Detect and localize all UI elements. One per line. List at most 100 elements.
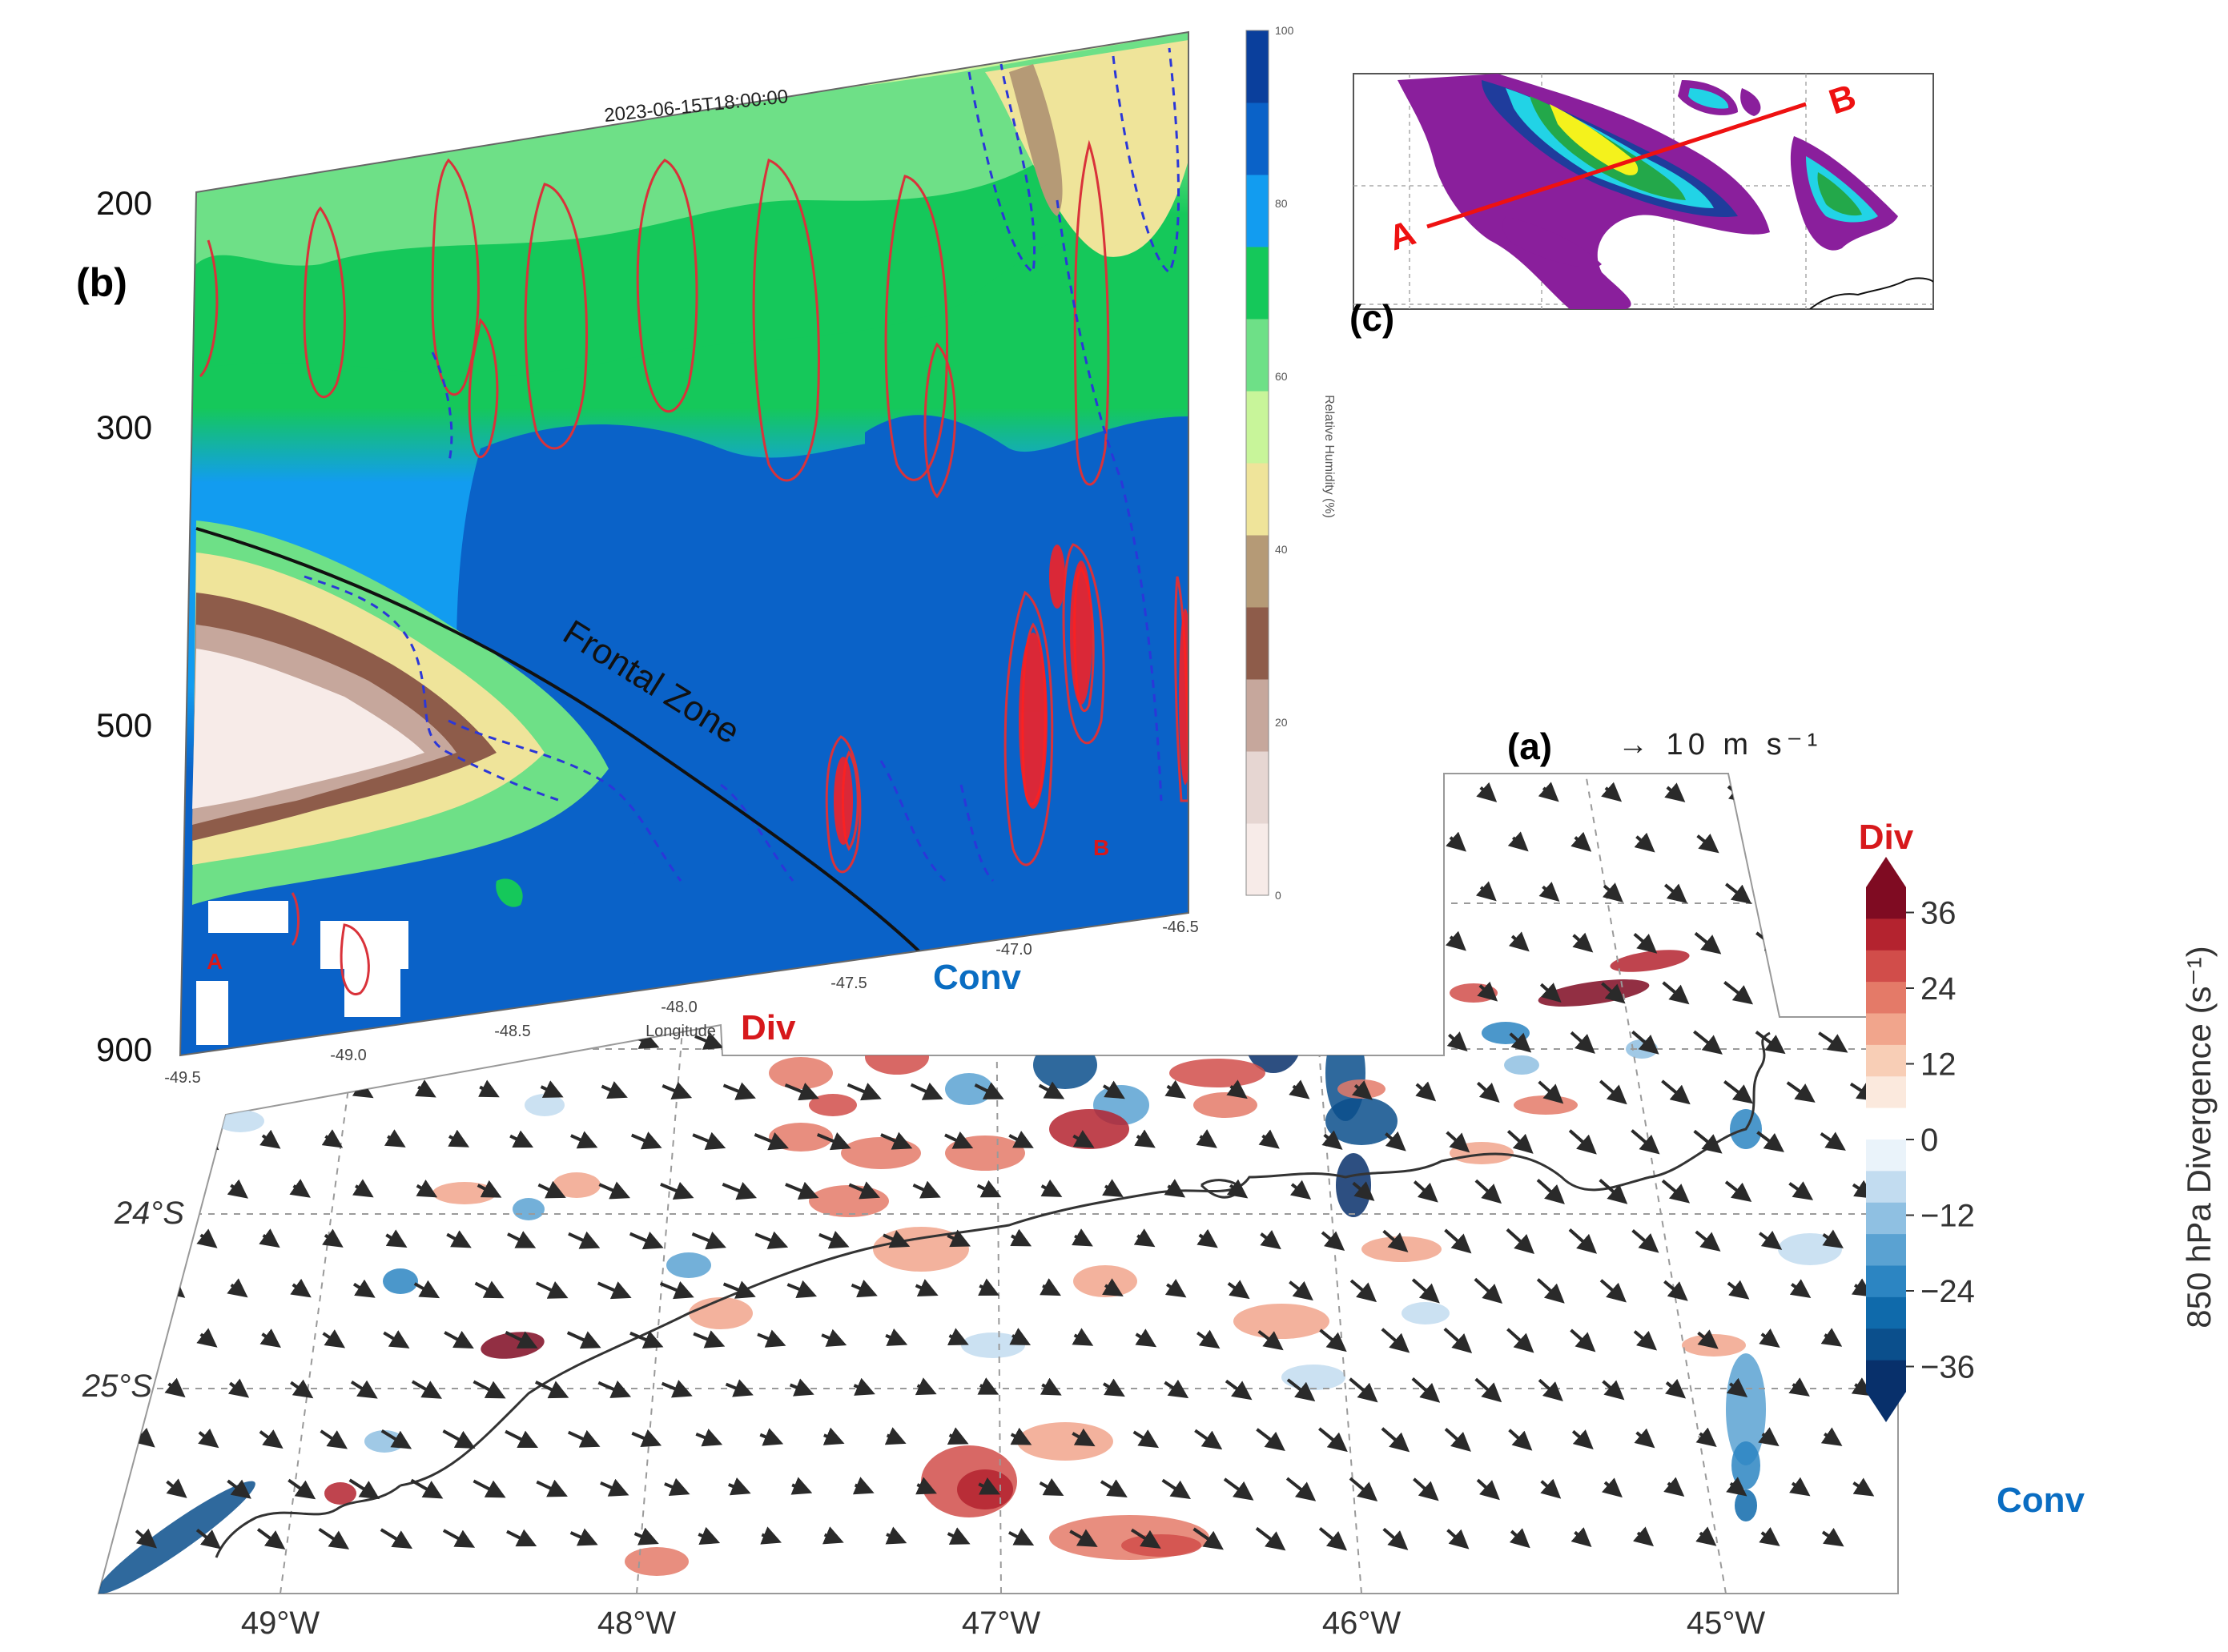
- wind-vector: [1695, 1230, 1721, 1252]
- meridian-line: [1585, 774, 1727, 1594]
- wind-vector: [694, 1031, 724, 1050]
- divergence-cell: [961, 1332, 1025, 1358]
- wind-vector: [1599, 1079, 1627, 1105]
- colorbar-swatch: [1866, 1265, 1906, 1298]
- wind-vector: [1446, 1131, 1470, 1153]
- vector-key: → 10 m s⁻¹: [1618, 728, 1822, 762]
- wind-vector: [1381, 1427, 1410, 1453]
- wind-vector: [1726, 1377, 1748, 1397]
- wind-vector: [1227, 1280, 1250, 1300]
- wind-vector: [1289, 1280, 1313, 1301]
- wind-vector: [133, 1328, 155, 1349]
- colorbar-tick-label: 36: [1920, 896, 1957, 931]
- wind-vector: [1224, 782, 1253, 806]
- wind-vector: [597, 1281, 632, 1300]
- wind-vector: [1289, 1079, 1310, 1099]
- rh-colorbar-tick-label: 60: [1275, 370, 1288, 383]
- wind-vector: [1164, 1079, 1186, 1099]
- wind-vector: [573, 1030, 596, 1048]
- wind-vector: [1820, 1131, 1846, 1151]
- wind-vector: [1040, 1377, 1062, 1396]
- rh-band: [496, 878, 523, 907]
- wind-vector: [227, 1479, 251, 1499]
- divergence-cell: [1201, 983, 1297, 1035]
- divergence-cell: [432, 1182, 497, 1204]
- wind-vector: [1446, 1529, 1470, 1550]
- wind-vector: [1509, 1528, 1530, 1549]
- wind-vector: [567, 1429, 601, 1448]
- colorbar-swatch: [1866, 1296, 1906, 1329]
- wind-vector: [1008, 1131, 1034, 1148]
- wind-vector: [227, 1378, 250, 1398]
- divergence-cell: [1217, 949, 1249, 973]
- wind-vector: [722, 1082, 756, 1100]
- colorbar-tick-label: 24: [1920, 971, 1957, 1007]
- wind-vector: [1318, 1427, 1348, 1453]
- rh-colorbar-swatch: [1246, 607, 1269, 680]
- wind-vector: [1663, 1280, 1688, 1301]
- wind-vector: [1130, 1528, 1161, 1549]
- colorbar-tick-label: 12: [1920, 1047, 1957, 1083]
- wind-vector: [1633, 932, 1658, 954]
- colorbar-axis-label: 850 hPa Divergence (s⁻¹): [2180, 946, 2218, 1328]
- wind-vector: [447, 1030, 469, 1048]
- wind-vector: [822, 1526, 844, 1545]
- wind-vector: [227, 1179, 248, 1199]
- y-tick-label: 24°S: [114, 1196, 184, 1231]
- wind-vector: [1817, 931, 1849, 955]
- wind-vector: [135, 1131, 158, 1152]
- wind-vector: [759, 1428, 784, 1446]
- wind-vector: [1134, 1129, 1156, 1148]
- wind-vector: [915, 1477, 937, 1495]
- wind-vector: [1570, 831, 1592, 852]
- wind-vector: [1724, 882, 1752, 904]
- wind-vector: [1194, 1429, 1223, 1450]
- wind-vector: [818, 1231, 850, 1249]
- wind-vector: [1132, 1429, 1160, 1449]
- divergence-cell: [383, 1268, 418, 1294]
- wind-vector: [597, 1380, 632, 1398]
- wind-vector: [1036, 983, 1068, 1002]
- wind-vector: [664, 981, 690, 999]
- wind-vector: [1507, 831, 1529, 852]
- wind-vector: [227, 1278, 248, 1298]
- wind-vector: [722, 1280, 756, 1299]
- wind-vector: [1474, 1277, 1503, 1304]
- wind-vector: [506, 1529, 537, 1547]
- wind-vector: [821, 1328, 847, 1347]
- colorbar-swatch: [1866, 1360, 1906, 1393]
- wind-vector: [1321, 931, 1342, 951]
- wind-vector: [1697, 1329, 1719, 1349]
- wind-vector: [99, 881, 128, 906]
- wind-vector: [1475, 881, 1497, 902]
- divergence-cell: [769, 1057, 833, 1089]
- wind-vector: [566, 1331, 601, 1349]
- wind-vector: [1786, 1081, 1816, 1103]
- y-tick-label: 25°S: [82, 1369, 152, 1404]
- wind-vector: [789, 1378, 814, 1397]
- wind-vector: [947, 1427, 969, 1445]
- rh-colorbar-swatch: [1246, 823, 1269, 896]
- wind-vector: [380, 1528, 413, 1550]
- colorbar-tick-label: −36: [1920, 1350, 1975, 1385]
- wind-vector: [164, 1377, 186, 1398]
- wind-vector: [348, 1478, 380, 1500]
- divergence-cell: [1778, 1233, 1842, 1265]
- wind-vector: [728, 1477, 751, 1496]
- divergence-cell: [666, 1252, 711, 1278]
- wind-vector: [1536, 1178, 1565, 1204]
- wind-vector: [1538, 1080, 1564, 1104]
- wind-vector: [633, 1527, 659, 1545]
- wind-vector: [601, 1081, 628, 1099]
- wind-vector: [505, 1429, 539, 1449]
- divergence-cell: [525, 1094, 565, 1116]
- rh-colorbar-label: Relative Humidity (%): [1322, 395, 1336, 518]
- wind-vector: [1661, 1179, 1691, 1204]
- panel-b: Frontal Zone A B 2023-06-15T18:00:00 (b)…: [76, 24, 1336, 1087]
- wind-vector: [509, 1130, 534, 1148]
- x-tick-label: -47.0: [995, 941, 1032, 959]
- wind-vector: [1724, 1180, 1752, 1202]
- rh-colorbar-tick-label: 0: [1275, 889, 1281, 902]
- wind-vector: [1568, 1228, 1598, 1254]
- wind-vector: [1100, 983, 1128, 1002]
